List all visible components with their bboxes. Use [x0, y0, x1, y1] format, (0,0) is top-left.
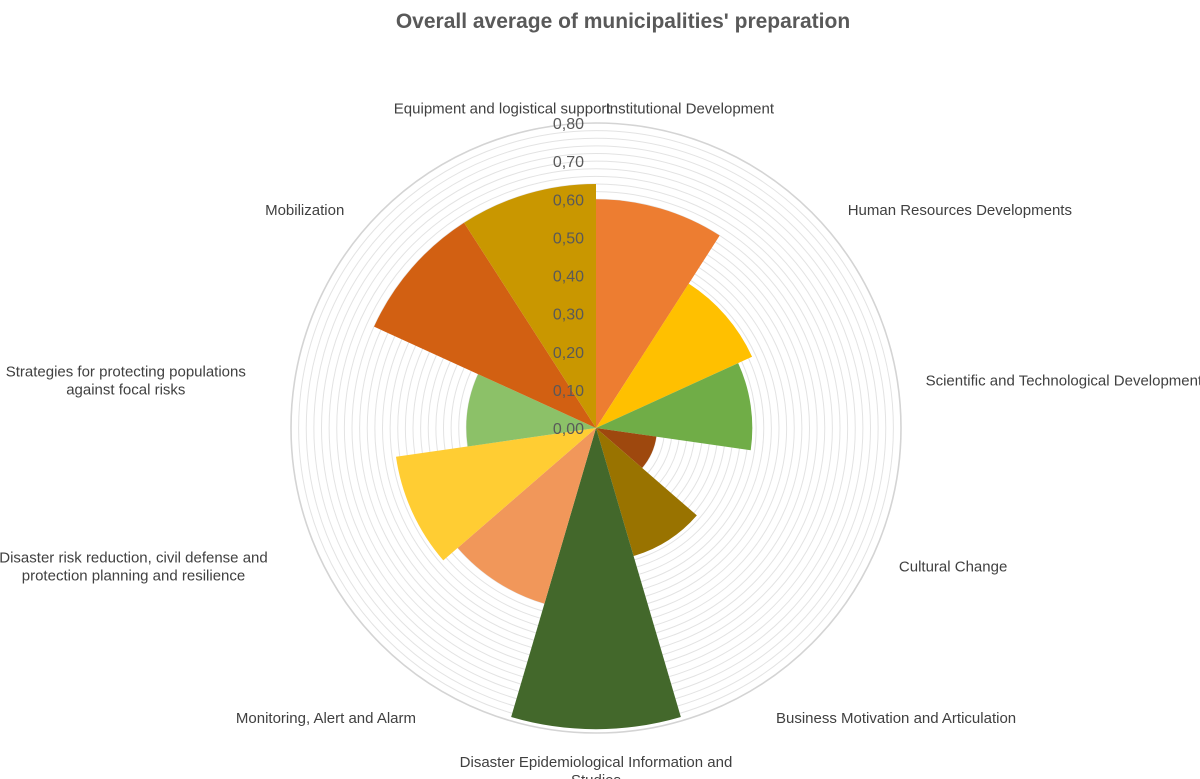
tick-label: 0,30 [553, 307, 584, 324]
tick-label: 0,60 [553, 192, 584, 209]
slice-cultural-change [596, 428, 657, 468]
category-label-strategies-for-protecting-populations-against-focal-risks: Strategies for protecting populations aga… [6, 364, 246, 399]
slice-scientific-and-technological-development [596, 363, 753, 451]
slice-equipment-and-logistical-support [464, 184, 596, 428]
category-label-scientific-and-technological-development: Scientific and Technological Development [926, 373, 1200, 390]
tick-label: 0,10 [553, 383, 584, 400]
label-layer: Institutional Development Human Resources… [0, 101, 1200, 779]
slice-business-motivation-and-articulation [596, 428, 697, 557]
slice-monitoring-alert-and-alarm [457, 428, 596, 604]
category-label-business-motivation-and-articulation: Business Motivation and Articulation [776, 710, 1016, 727]
category-label-institutional-development: Institutional Development [606, 101, 775, 118]
tick-label: 0,20 [553, 345, 584, 362]
slice-layer [374, 184, 753, 730]
tick-layer: 0,00 0,10 0,20 0,30 0,40 0,50 0,60 0,70 0,80 [553, 116, 584, 438]
gridline-ring [290, 122, 902, 734]
slice-human-resources-developments [596, 283, 753, 428]
category-label-human-resources-developments: Human Resources Developments [848, 202, 1072, 219]
tick-label: 0,50 [553, 230, 584, 247]
category-label-cultural-change: Cultural Change [899, 558, 1007, 575]
slice-mobilization [374, 222, 596, 428]
slice-strategies-for-protecting-populations-against-focal-risks [466, 374, 596, 447]
tick-label: 0,00 [553, 421, 584, 438]
tick-label: 0,40 [553, 269, 584, 286]
tick-label: 0,80 [553, 116, 584, 133]
tick-label: 0,70 [553, 154, 584, 171]
slice-disaster-epidemiological-information-and-studies [511, 428, 681, 730]
slice-institutional-development [596, 199, 720, 428]
slice-disaster-risk-reduction-civil-defense-and-protection-planning-and-resilience [395, 428, 596, 561]
chart-title: Overall average of municipalities' prepa… [395, 10, 851, 33]
category-label-mobilization: Mobilization [265, 202, 344, 219]
category-label-disaster-risk-reduction-civil-defense-and-protection-planning-and-resilience: Disaster risk reduction, civil defense a… [0, 549, 268, 584]
category-label-equipment-and-logistical-support: Equipment and logistical support [394, 101, 612, 118]
category-label-disaster-epidemiological-information-and-studies: Disaster Epidemiological Information and… [460, 754, 733, 779]
category-label-monitoring-alert-and-alarm: Monitoring, Alert and Alarm [236, 710, 416, 727]
